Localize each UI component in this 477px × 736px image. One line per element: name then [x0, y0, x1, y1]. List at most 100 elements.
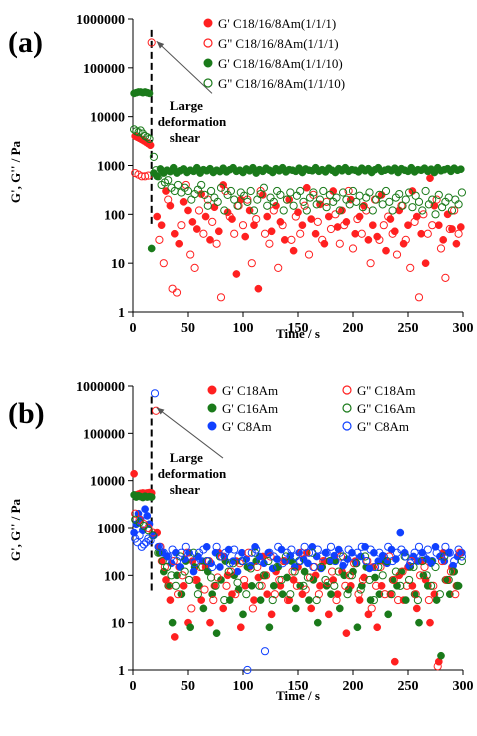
y-tick-label: 100000 [83, 62, 125, 77]
data-point [444, 575, 453, 585]
data-point [435, 590, 444, 599]
data-point [456, 223, 465, 231]
data-point [208, 217, 217, 226]
data-point [231, 590, 240, 599]
data-point [318, 235, 327, 244]
data-point [305, 596, 313, 604]
data-point [437, 651, 445, 660]
data-point [384, 212, 393, 221]
data-point [411, 191, 420, 200]
data-point [144, 534, 153, 543]
annotation-arrow [156, 40, 213, 94]
data-point [221, 548, 230, 557]
data-point [148, 528, 157, 537]
series-3 [131, 406, 464, 671]
data-point [332, 595, 341, 605]
data-point [149, 152, 158, 162]
data-point [238, 556, 248, 566]
data-point [302, 206, 311, 215]
data-point [229, 559, 238, 568]
data-point [260, 647, 270, 656]
data-point [290, 567, 299, 576]
data-point [326, 224, 336, 234]
data-point [428, 221, 437, 230]
y-tick-label: 1 [118, 664, 125, 679]
data-point [238, 221, 248, 230]
data-point [362, 193, 371, 202]
data-point [147, 244, 156, 253]
data-point [243, 197, 252, 206]
data-point [219, 604, 228, 613]
data-point [191, 575, 200, 585]
data-point [328, 567, 337, 576]
data-point [144, 523, 153, 533]
y-tick-label: 10000 [90, 475, 125, 490]
data-point [145, 134, 154, 144]
data-point [335, 239, 344, 248]
data-point [282, 195, 292, 204]
data-point [280, 236, 289, 244]
data-point [397, 545, 406, 554]
data-point [155, 542, 164, 551]
data-point [212, 239, 221, 248]
data-point [216, 183, 226, 192]
data-point [263, 590, 272, 599]
data-point [457, 188, 466, 197]
data-point [451, 590, 460, 599]
data-point [401, 552, 410, 561]
data-point [427, 581, 436, 590]
data-point [155, 235, 164, 244]
data-point [252, 214, 261, 224]
data-point [246, 186, 255, 196]
data-point [388, 556, 397, 566]
series-3 [130, 125, 466, 219]
legend-marker [207, 385, 217, 395]
data-point [390, 657, 399, 666]
data-point [143, 133, 152, 142]
data-point [316, 581, 324, 590]
data-point [423, 229, 432, 238]
data-point [406, 263, 415, 272]
data-point [286, 188, 295, 197]
data-point [242, 590, 251, 599]
data-point [278, 221, 287, 230]
data-point [189, 567, 198, 576]
data-point [307, 604, 316, 613]
data-point [381, 186, 391, 196]
data-point [365, 188, 374, 197]
y-axis-title: G', G'' / Pa [8, 498, 23, 561]
data-point [344, 545, 353, 554]
data-point [135, 531, 144, 540]
data-point [302, 548, 311, 557]
data-point [443, 210, 452, 219]
data-point [200, 190, 209, 200]
data-point [200, 585, 209, 594]
data-point [401, 195, 410, 204]
data-point [361, 552, 370, 561]
data-point [410, 548, 419, 557]
annotation-text: Large [170, 98, 203, 113]
data-point [263, 212, 272, 221]
data-point [273, 562, 282, 572]
x-tick-label: 50 [181, 321, 195, 336]
data-point [414, 197, 424, 206]
data-point [402, 581, 411, 590]
data-point [211, 581, 220, 590]
data-point [352, 197, 361, 206]
data-point [233, 578, 242, 587]
data-point [405, 575, 414, 585]
annotation-text: deformation [158, 466, 227, 481]
data-point [345, 571, 354, 580]
data-point [319, 556, 328, 566]
data-point [269, 206, 278, 215]
data-point [313, 545, 322, 554]
data-point [431, 210, 440, 219]
data-point [356, 585, 365, 594]
data-point [259, 183, 268, 192]
data-point [255, 552, 264, 561]
data-point [327, 590, 335, 599]
data-point [190, 263, 199, 272]
annotation-text: Large [170, 450, 203, 465]
data-point [171, 581, 180, 590]
